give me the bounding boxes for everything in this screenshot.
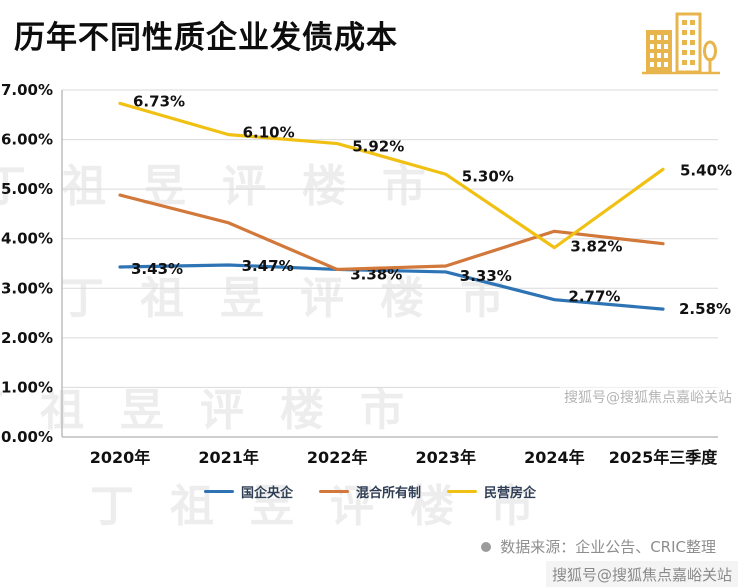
legend-item-mixed: 混合所有制 (318, 482, 421, 501)
y-tick-label: 6.00% (1, 131, 53, 149)
y-tick-label: 5.00% (1, 180, 53, 198)
x-tick-label: 2022年 (307, 448, 368, 467)
source-text: 数据来源：企业公告、CRIC整理 (500, 538, 716, 556)
page-title: 历年不同性质企业发债成本 (14, 20, 398, 56)
y-tick-label: 4.00% (1, 230, 53, 248)
buildings-icon (642, 12, 720, 75)
y-tick-label: 1.00% (1, 378, 53, 396)
sohu-watermark-mid: 搜狐号@搜狐焦点嘉峪关站 (560, 386, 736, 408)
series-line-1 (118, 193, 665, 272)
series-line-2 (118, 101, 665, 250)
legend-line-swatch-yellow (447, 490, 477, 493)
legend-item-soe: 国企央企 (203, 482, 293, 501)
x-tick-label: 2021年 (198, 448, 259, 467)
series-line-0 (118, 263, 665, 311)
legend-label: 国企央企 (240, 486, 293, 501)
legend-label: 混合所有制 (355, 486, 421, 501)
data-label: 3.82% (570, 238, 622, 256)
data-label: 3.47% (242, 257, 294, 275)
data-label: 5.92% (352, 138, 404, 156)
y-tick-label: 0.00% (1, 428, 53, 446)
legend-label: 民营房企 (484, 486, 537, 501)
legend-item-private: 民营房企 (447, 482, 536, 501)
y-tick-label: 2.00% (1, 329, 53, 347)
data-label: 3.43% (131, 260, 183, 278)
data-label: 6.10% (243, 124, 295, 142)
legend-line-swatch-blue (203, 490, 234, 493)
data-label: 3.33% (460, 267, 512, 285)
y-tick-label: 7.00% (1, 81, 53, 99)
data-label: 5.40% (680, 161, 732, 179)
x-tick-label: 2024年 (524, 448, 585, 467)
sohu-watermark-bottom: 搜狐号@搜狐焦点嘉峪关站 (545, 561, 738, 587)
source-row: 数据来源：企业公告、CRIC整理 (481, 536, 716, 557)
x-tick-label: 2023年 (416, 448, 477, 467)
legend-line-swatch-orange (318, 490, 349, 493)
y-tick-label: 3.00% (1, 279, 53, 297)
data-label: 5.30% (462, 167, 514, 185)
source-bullet-icon (481, 541, 492, 552)
x-tick-label: 2020年 (90, 448, 151, 467)
data-label: 2.58% (679, 300, 731, 318)
data-label: 6.73% (133, 92, 185, 110)
x-tick-label: 2025年三季度 (609, 448, 719, 467)
chart-legend: 国企央企 混合所有制 民营房企 (0, 482, 740, 501)
data-label: 2.77% (568, 288, 620, 306)
line-chart: 0.00% 1.00% 2.00% 3.00% 4.00% 5.00% 6.00% 7.00%… (1, 81, 732, 467)
